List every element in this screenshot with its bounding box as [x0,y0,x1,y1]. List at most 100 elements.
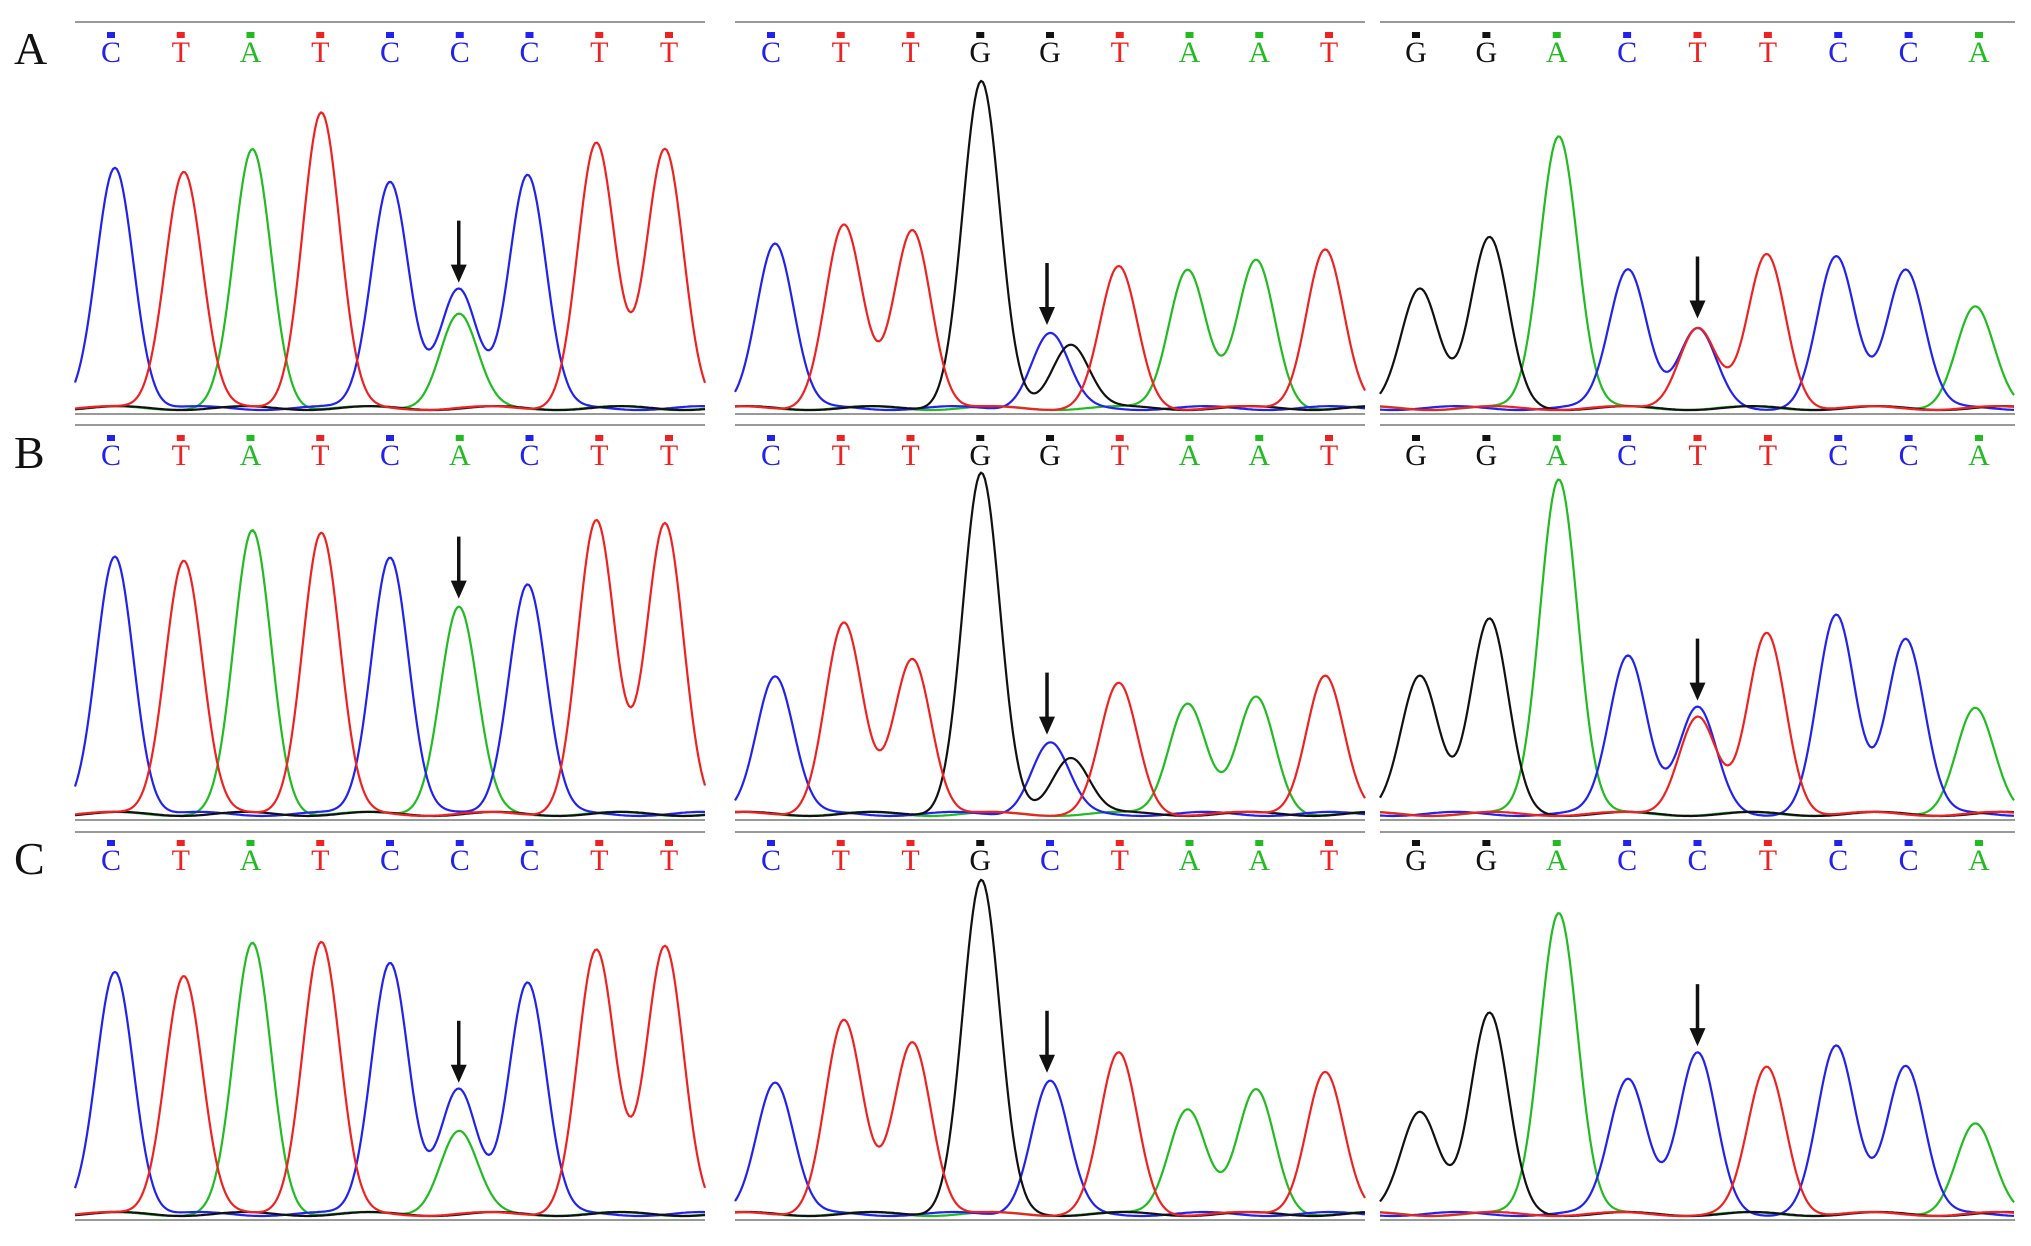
trace-a [74,941,706,1218]
quality-tick [316,32,325,38]
base-call: G [969,36,991,69]
quality-tick [525,840,534,846]
quality-tick [1482,435,1491,441]
base-call: C [1899,439,1919,472]
quality-tick [767,435,775,441]
trace-a [734,258,1366,412]
trace-a [734,695,1365,818]
chromatogram-panels: C T A T C C C T T C T T G G T A A T G G A C T T C C A C T A T C A C T T C T T G… [73,21,2015,1221]
base-call: C [761,36,781,69]
trace-c [734,1079,1366,1218]
variant-arrow [1039,1010,1055,1073]
base-call: C [101,36,121,69]
base-call: C [519,36,539,69]
trace-t [735,621,1366,817]
quality-tick [595,32,604,38]
quality-tick [1975,840,1983,846]
quality-tick [1325,32,1333,38]
trace-c [1379,1044,2015,1218]
trace-t [1379,631,2015,818]
base-call: C [1040,844,1060,877]
base-call: A [1546,439,1568,472]
base-call: T [1111,439,1129,472]
base-call: C [1687,844,1707,877]
quality-tick [1482,32,1491,38]
quality-tick [1046,435,1054,441]
quality-tick [1412,32,1420,38]
quality-tick [836,435,845,441]
base-call: C [1828,36,1848,69]
quality-tick [665,435,673,441]
base-call: A [240,36,262,69]
base-call: T [311,439,329,472]
base-call: T [901,439,919,472]
quality-tick [176,840,185,846]
quality-tick [386,32,394,38]
base-call: A [1968,36,1990,69]
quality-tick [1185,32,1194,38]
trace-t [734,223,1366,411]
base-call: T [1759,439,1777,472]
quality-tick [1185,435,1194,441]
quality-tick [1763,435,1772,441]
base-call: A [1179,439,1201,472]
base-call: G [969,439,991,472]
trace-t [74,111,707,412]
base-call: A [449,439,471,472]
base-call: T [1688,439,1706,472]
base-call: C [380,439,400,472]
base-call: C [1899,844,1919,877]
quality-tick [107,840,115,846]
base-call: T [660,844,678,877]
quality-tick [455,435,464,441]
trace-a [735,1088,1365,1218]
quality-tick [767,32,775,38]
quality-tick [1693,840,1702,846]
quality-tick [976,32,985,38]
trace-c [1379,613,2015,818]
base-call: T [832,36,850,69]
quality-tick [525,32,534,38]
quality-tick [906,840,915,846]
base-call: T [660,439,678,472]
quality-tick [455,840,464,846]
row-labels: A B C [14,23,47,884]
base-call: A [1546,844,1568,877]
variant-arrow [1689,256,1706,319]
base-call: T [901,844,919,877]
quality-tick [525,435,534,441]
quality-tick [107,32,115,38]
quality-tick [1904,840,1913,846]
trace-t [74,518,707,818]
base-call: C [761,439,781,472]
base-call: A [240,439,262,472]
quality-tick [1763,32,1772,38]
variant-arrow [1039,263,1055,326]
quality-tick [665,32,673,38]
base-call: G [1405,439,1427,472]
quality-tick [1834,840,1843,846]
quality-tick [1046,840,1054,846]
base-call: C [1828,844,1848,877]
trace-a [74,529,706,818]
base-call: T [901,36,919,69]
variant-arrow [450,536,467,599]
quality-tick [1325,435,1333,441]
quality-tick [316,840,325,846]
base-call: T [172,844,190,877]
variant-arrow [1039,672,1055,735]
base-call: G [1039,36,1061,69]
trace-a [74,148,706,412]
base-call: T [1688,36,1706,69]
quality-tick [246,840,255,846]
base-call: A [1248,844,1270,877]
row-label-a: A [14,23,47,74]
quality-tick [176,32,185,38]
quality-tick [1623,840,1632,846]
quality-tick [1325,840,1333,846]
quality-tick [386,840,394,846]
quality-tick [595,435,604,441]
